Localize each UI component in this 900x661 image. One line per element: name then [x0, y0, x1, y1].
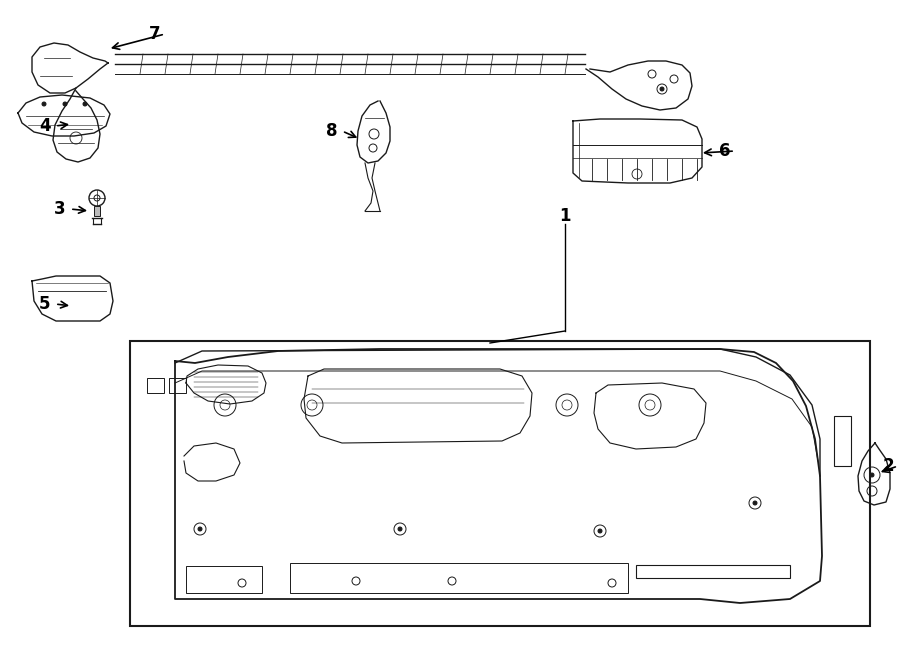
Circle shape [398, 527, 402, 531]
Circle shape [870, 473, 874, 477]
Circle shape [598, 529, 602, 533]
Bar [130, 341, 870, 626]
Circle shape [42, 102, 46, 106]
Bar [169, 378, 186, 393]
Bar [290, 563, 628, 593]
Text: 6: 6 [719, 142, 731, 160]
Bar [186, 566, 262, 593]
Bar [636, 565, 790, 578]
Bar [147, 378, 164, 393]
Text: 5: 5 [40, 295, 50, 313]
Circle shape [63, 102, 67, 106]
Text: 3: 3 [54, 200, 66, 218]
Circle shape [660, 87, 664, 91]
Circle shape [753, 501, 757, 505]
Text: 7: 7 [149, 25, 161, 43]
Text: 1: 1 [559, 207, 571, 225]
Text: 2: 2 [882, 457, 894, 475]
Text: 8: 8 [326, 122, 338, 140]
Circle shape [198, 527, 202, 531]
Bar [94, 206, 100, 216]
Circle shape [83, 102, 87, 106]
Bar [834, 416, 851, 466]
Text: 4: 4 [40, 117, 50, 135]
